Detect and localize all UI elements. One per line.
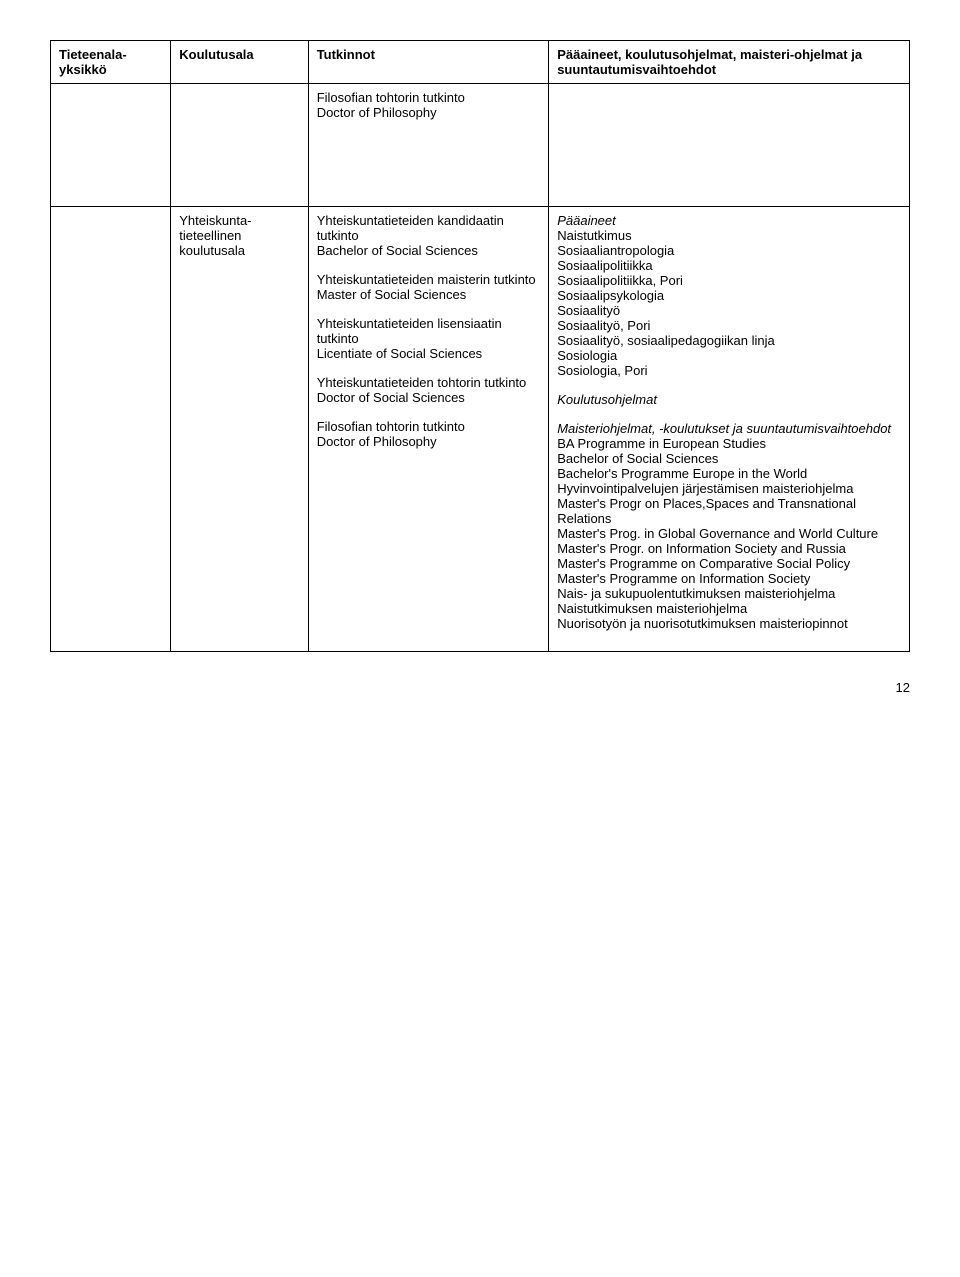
header-col3: Tutkinnot (308, 41, 549, 84)
cell-empty (51, 207, 171, 652)
subjects-heading: Pääaineet (557, 213, 901, 228)
degree-line: Filosofian tohtorin tutkinto (317, 419, 541, 434)
degree-table: Tieteenala-yksikkö Koulutusala Tutkinnot… (50, 40, 910, 652)
subject-item: Sosiaalityö (557, 303, 901, 318)
programme-item: Master's Programme on Information Societ… (557, 571, 901, 586)
table-row: Yhteiskunta-tieteellinen koulutusala Yht… (51, 207, 910, 652)
subject-item: Sosiologia (557, 348, 901, 363)
programme-item: Bachelor's Programme Europe in the World (557, 466, 901, 481)
programme-item: Hyvinvointipalvelujen järjestämisen mais… (557, 481, 901, 496)
degree-line: Yhteiskuntatieteiden tohtorin tutkinto (317, 375, 541, 390)
header-row: Tieteenala-yksikkö Koulutusala Tutkinnot… (51, 41, 910, 84)
field-name: Yhteiskunta-tieteellinen koulutusala (179, 213, 299, 258)
subject-item: Naistutkimus (557, 228, 901, 243)
degree-line: Yhteiskuntatieteiden lisensiaatin tutkin… (317, 316, 541, 346)
header-col2: Koulutusala (171, 41, 308, 84)
programme-item: BA Programme in European Studies (557, 436, 901, 451)
cell-empty (549, 84, 910, 207)
degree-line: Doctor of Philosophy (317, 105, 541, 120)
subject-item: Sosiaalipolitiikka, Pori (557, 273, 901, 288)
table-row: Filosofian tohtorin tutkinto Doctor of P… (51, 84, 910, 207)
programme-item: Bachelor of Social Sciences (557, 451, 901, 466)
subject-item: Sosiologia, Pori (557, 363, 901, 378)
degree-line: Master of Social Sciences (317, 287, 541, 302)
subject-item: Sosiaalipolitiikka (557, 258, 901, 273)
degree-line: Yhteiskuntatieteiden kandidaatin tutkint… (317, 213, 541, 243)
page-number: 12 (50, 652, 910, 695)
cell-empty (171, 84, 308, 207)
subject-item: Sosiaalityö, Pori (557, 318, 901, 333)
cell-field: Yhteiskunta-tieteellinen koulutusala (171, 207, 308, 652)
subject-item: Sosiaaliantropologia (557, 243, 901, 258)
degree-line: Filosofian tohtorin tutkinto (317, 90, 541, 105)
programmes-heading: Koulutusohjelmat (557, 392, 901, 407)
header-col1: Tieteenala-yksikkö (51, 41, 171, 84)
masters-heading: Maisteriohjelmat, -koulutukset ja suunta… (557, 421, 901, 436)
programme-item: Master's Progr on Places,Spaces and Tran… (557, 496, 901, 526)
degree-line: Doctor of Philosophy (317, 434, 541, 449)
cell-subjects: Pääaineet Naistutkimus Sosiaaliantropolo… (549, 207, 910, 652)
programme-item: Master's Prog. in Global Governance and … (557, 526, 901, 541)
header-col4: Pääaineet, koulutusohjelmat, maisteri-oh… (549, 41, 910, 84)
cell-empty (51, 84, 171, 207)
subject-item: Sosiaalipsykologia (557, 288, 901, 303)
programme-item: Nais- ja sukupuolentutkimuksen maisterio… (557, 586, 901, 601)
degree-line: Yhteiskuntatieteiden maisterin tutkinto (317, 272, 541, 287)
programme-item: Master's Progr. on Information Society a… (557, 541, 901, 556)
degree-line: Bachelor of Social Sciences (317, 243, 541, 258)
degree-line: Doctor of Social Sciences (317, 390, 541, 405)
programme-item: Naistutkimuksen maisteriohjelma (557, 601, 901, 616)
programme-item: Master's Programme on Comparative Social… (557, 556, 901, 571)
cell-degrees: Yhteiskuntatieteiden kandidaatin tutkint… (308, 207, 549, 652)
cell-degrees: Filosofian tohtorin tutkinto Doctor of P… (308, 84, 549, 207)
degree-line: Licentiate of Social Sciences (317, 346, 541, 361)
subject-item: Sosiaalityö, sosiaalipedagogiikan linja (557, 333, 901, 348)
programme-item: Nuorisotyön ja nuorisotutkimuksen maiste… (557, 616, 901, 631)
